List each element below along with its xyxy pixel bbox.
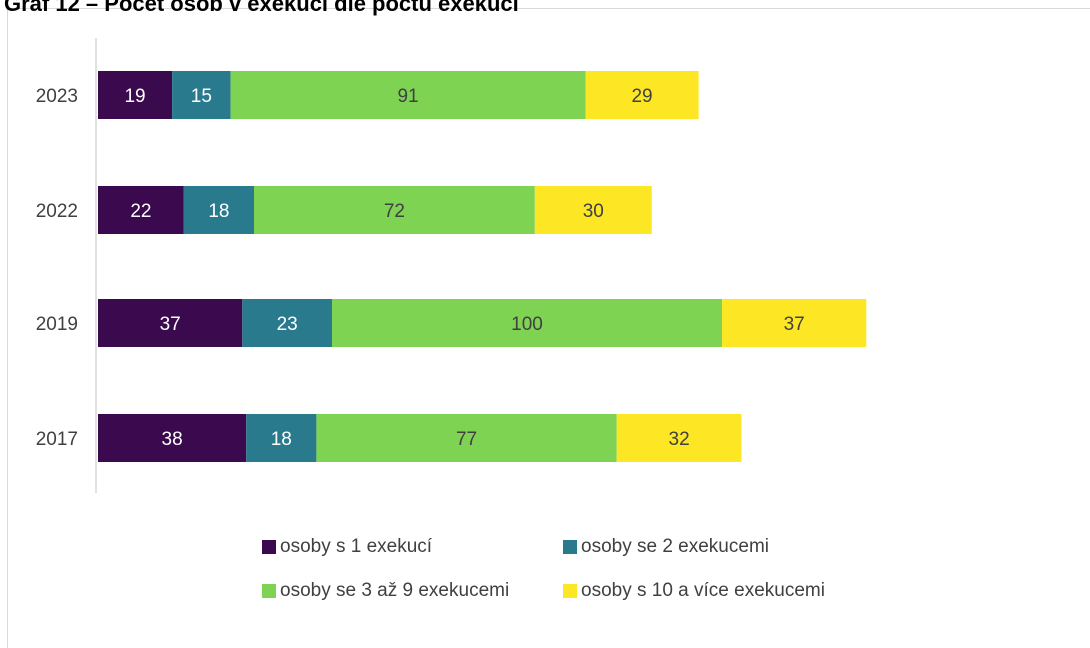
bar-segment — [98, 299, 243, 347]
chart-title: Graf 12 – Počet osob v exekuci dle počtu… — [4, 0, 519, 16]
data-label: 30 — [583, 201, 604, 222]
data-label: 91 — [397, 86, 418, 107]
data-label: 15 — [191, 86, 212, 107]
bar-segment — [316, 414, 617, 462]
bar-segment — [98, 71, 173, 119]
data-label: 18 — [208, 201, 229, 222]
bar-segment — [254, 186, 535, 234]
bar-segment — [172, 71, 231, 119]
data-label: 22 — [130, 201, 151, 222]
data-label: 77 — [456, 429, 477, 450]
bar-segment — [534, 186, 652, 234]
bar-segment — [98, 414, 247, 462]
data-label: 23 — [277, 314, 298, 335]
bar-segment — [183, 186, 254, 234]
bar-segment — [98, 186, 184, 234]
y-tick-label: 2023 — [36, 86, 78, 107]
y-tick-label: 2017 — [36, 429, 78, 450]
bar-segment — [242, 299, 332, 347]
bar-segment — [246, 414, 317, 462]
bar-segment — [585, 71, 699, 119]
data-label: 18 — [271, 429, 292, 450]
y-tick-label: 2019 — [36, 314, 78, 335]
data-label: 37 — [160, 314, 181, 335]
y-tick-label: 2022 — [36, 201, 78, 222]
data-label: 29 — [631, 86, 652, 107]
bar-segment — [332, 299, 722, 347]
chart-frame — [7, 8, 1090, 648]
data-label: 19 — [124, 86, 145, 107]
data-label: 38 — [162, 429, 183, 450]
bar-segment — [616, 414, 742, 462]
bar-segment — [722, 299, 867, 347]
chart-plot: 2023 19 15 91 29 2022 22 18 72 30 2019 37 23 100 37 201… — [36, 38, 867, 493]
data-label: 100 — [511, 314, 543, 335]
data-label: 72 — [384, 201, 405, 222]
data-label: 32 — [669, 429, 690, 450]
data-label: 37 — [784, 314, 805, 335]
bar-segment — [230, 71, 586, 119]
